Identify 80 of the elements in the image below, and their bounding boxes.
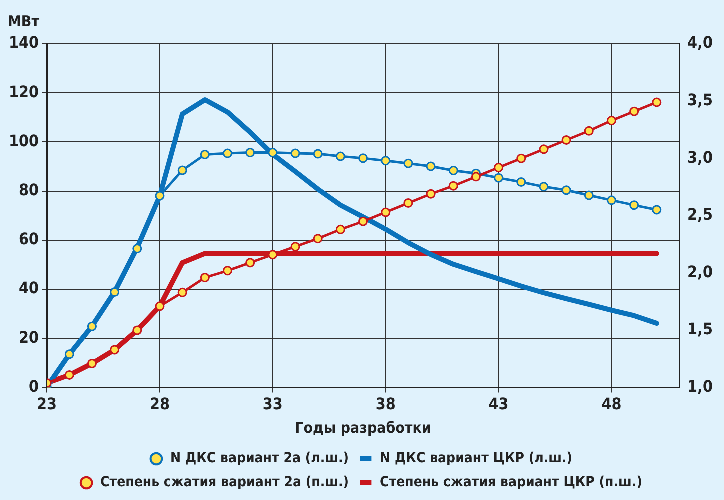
y-tick-label: 120 [9, 82, 40, 102]
legend-label: N ДКС вариант ЦКР (л.ш.) [380, 450, 573, 467]
point [381, 156, 391, 166]
legend-label: N ДКС вариант 2а (л.ш.) [170, 450, 350, 467]
point [200, 150, 210, 160]
point [652, 205, 662, 215]
y-tick-label: 0 [29, 376, 40, 396]
y-tick-label: 140 [9, 33, 40, 52]
point [381, 208, 391, 218]
point [358, 216, 368, 226]
y-tick-label: 60 [19, 230, 40, 249]
y-tick-label: 100 [9, 131, 40, 150]
point [200, 273, 210, 283]
point [562, 186, 572, 196]
point [358, 154, 368, 164]
point [87, 322, 97, 332]
y-axis-title: МВт [8, 12, 40, 30]
point [516, 178, 526, 188]
x-tick-label: 33 [262, 394, 283, 414]
point [155, 191, 165, 201]
point [606, 116, 616, 126]
point [246, 258, 256, 268]
y2-tick-label: 3,0 [688, 148, 713, 167]
point [110, 288, 120, 298]
point [494, 173, 504, 183]
point [539, 144, 549, 154]
point [652, 98, 662, 108]
point [246, 148, 256, 158]
point [584, 126, 594, 136]
point [87, 358, 97, 368]
point [336, 224, 346, 234]
point [448, 166, 458, 176]
point [426, 189, 436, 199]
point [223, 266, 232, 276]
point [64, 370, 74, 380]
point [64, 350, 74, 360]
x-tick-label: 38 [376, 394, 396, 414]
y-tick-label: 80 [19, 180, 40, 200]
x-axis-title: Годы разработки [295, 418, 432, 437]
x-tick-label: 48 [602, 394, 622, 414]
point [132, 244, 142, 254]
point [404, 158, 414, 168]
y2-tick-label: 4,0 [688, 33, 713, 52]
point [630, 106, 640, 116]
point [290, 242, 300, 252]
point [110, 345, 120, 355]
point [223, 148, 232, 158]
point [155, 302, 165, 312]
legend-label: Степень сжатия вариант ЦКР (п.ш.) [380, 474, 642, 491]
point [426, 162, 436, 172]
y-tick-label: 40 [19, 278, 40, 298]
y2-tick-label: 1,5 [688, 320, 713, 339]
legend-label: Степень сжатия вариант 2а (п.ш.) [100, 474, 350, 491]
y2-tick-label: 2,5 [688, 205, 713, 224]
point [132, 326, 142, 336]
point [494, 163, 504, 173]
point [606, 196, 616, 206]
y2-tick-label: 3,5 [688, 90, 713, 110]
point [336, 152, 346, 162]
point [471, 172, 481, 182]
point [178, 166, 188, 176]
x-tick-label: 23 [37, 394, 58, 414]
point [268, 148, 278, 158]
point [448, 181, 458, 191]
point [290, 148, 300, 158]
point [630, 200, 640, 210]
point [539, 182, 549, 192]
point [313, 234, 323, 244]
point [584, 190, 594, 200]
point [404, 198, 414, 208]
point [516, 154, 526, 164]
point [313, 149, 323, 159]
point [268, 250, 278, 260]
y-tick-label: 20 [19, 328, 40, 347]
point [562, 136, 572, 146]
x-tick-label: 28 [150, 394, 170, 414]
y2-tick-label: 1,0 [688, 376, 713, 396]
y2-tick-label: 2,0 [688, 262, 713, 282]
x-tick-label: 43 [488, 394, 509, 414]
point [178, 288, 188, 298]
